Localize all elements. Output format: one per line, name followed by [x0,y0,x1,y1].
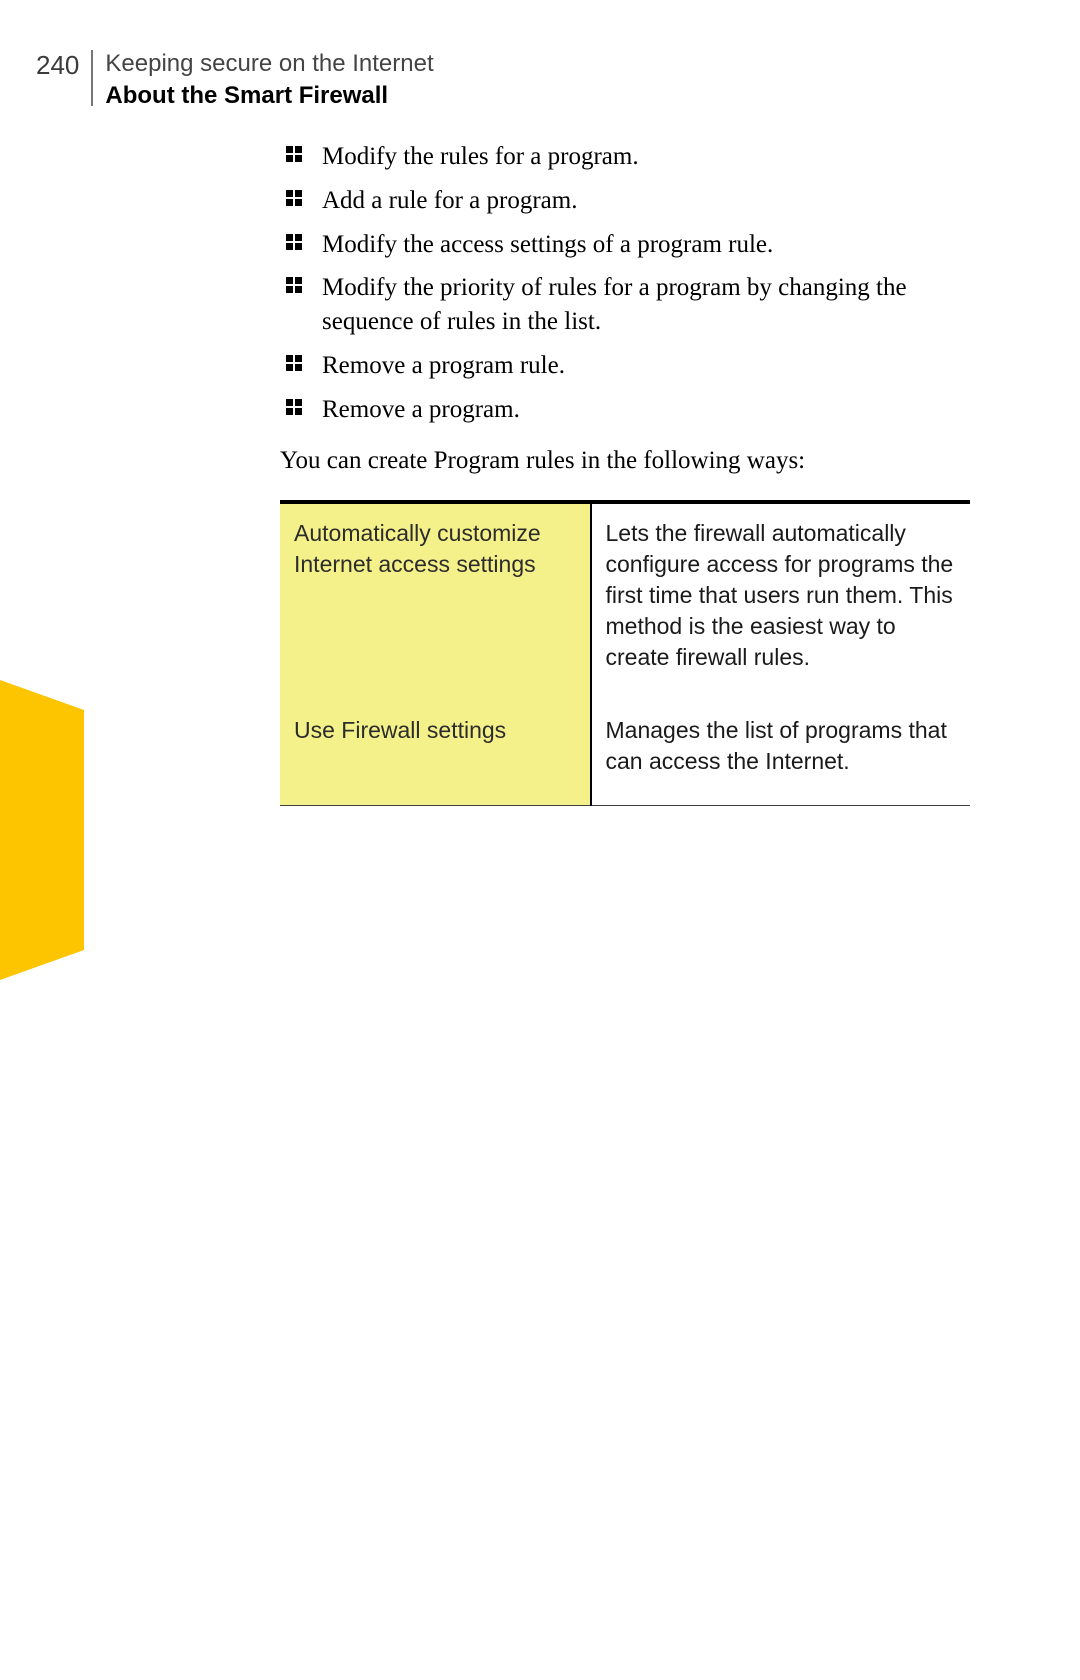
grid-bullet-icon [286,277,302,293]
grid-bullet-icon [286,190,302,206]
table-cell-method: Automatically customize Internet access … [280,502,591,701]
grid-bullet-icon [286,355,302,371]
rule-methods-table: Automatically customize Internet access … [280,500,970,806]
list-item: Add a rule for a program. [280,184,970,218]
list-item: Remove a program rule. [280,349,970,383]
header-text-block: Keeping secure on the Internet About the… [105,50,433,110]
list-item: Remove a program. [280,393,970,427]
list-item-text: Modify the access settings of a program … [322,231,773,258]
table-row: Automatically customize Internet access … [280,502,970,701]
list-item-text: Modify the priority of rules for a progr… [322,274,907,335]
grid-bullet-icon [286,399,302,415]
list-item-text: Remove a program. [322,396,520,423]
chapter-title: Keeping secure on the Internet [105,50,433,78]
grid-bullet-icon [286,234,302,250]
list-item: Modify the rules for a program. [280,140,970,174]
list-item-text: Modify the rules for a program. [322,143,639,170]
list-item-text: Remove a program rule. [322,352,565,379]
page-number: 240 [36,50,91,81]
main-content: Modify the rules for a program. Add a ru… [280,140,970,806]
bullet-list: Modify the rules for a program. Add a ru… [280,140,970,426]
table-row: Use Firewall settings Manages the list o… [280,701,970,806]
header-divider [91,50,93,106]
list-item-text: Add a rule for a program. [322,187,577,214]
intro-paragraph: You can create Program rules in the foll… [280,444,970,478]
side-tab-decoration [0,680,84,980]
list-item: Modify the access settings of a program … [280,228,970,262]
table-cell-description: Manages the list of programs that can ac… [591,701,971,806]
table-cell-method: Use Firewall settings [280,701,591,806]
list-item: Modify the priority of rules for a progr… [280,271,970,339]
section-title: About the Smart Firewall [105,82,433,110]
grid-bullet-icon [286,146,302,162]
table-cell-description: Lets the firewall automatically configur… [591,502,971,701]
page-header: 240 Keeping secure on the Internet About… [36,50,434,110]
